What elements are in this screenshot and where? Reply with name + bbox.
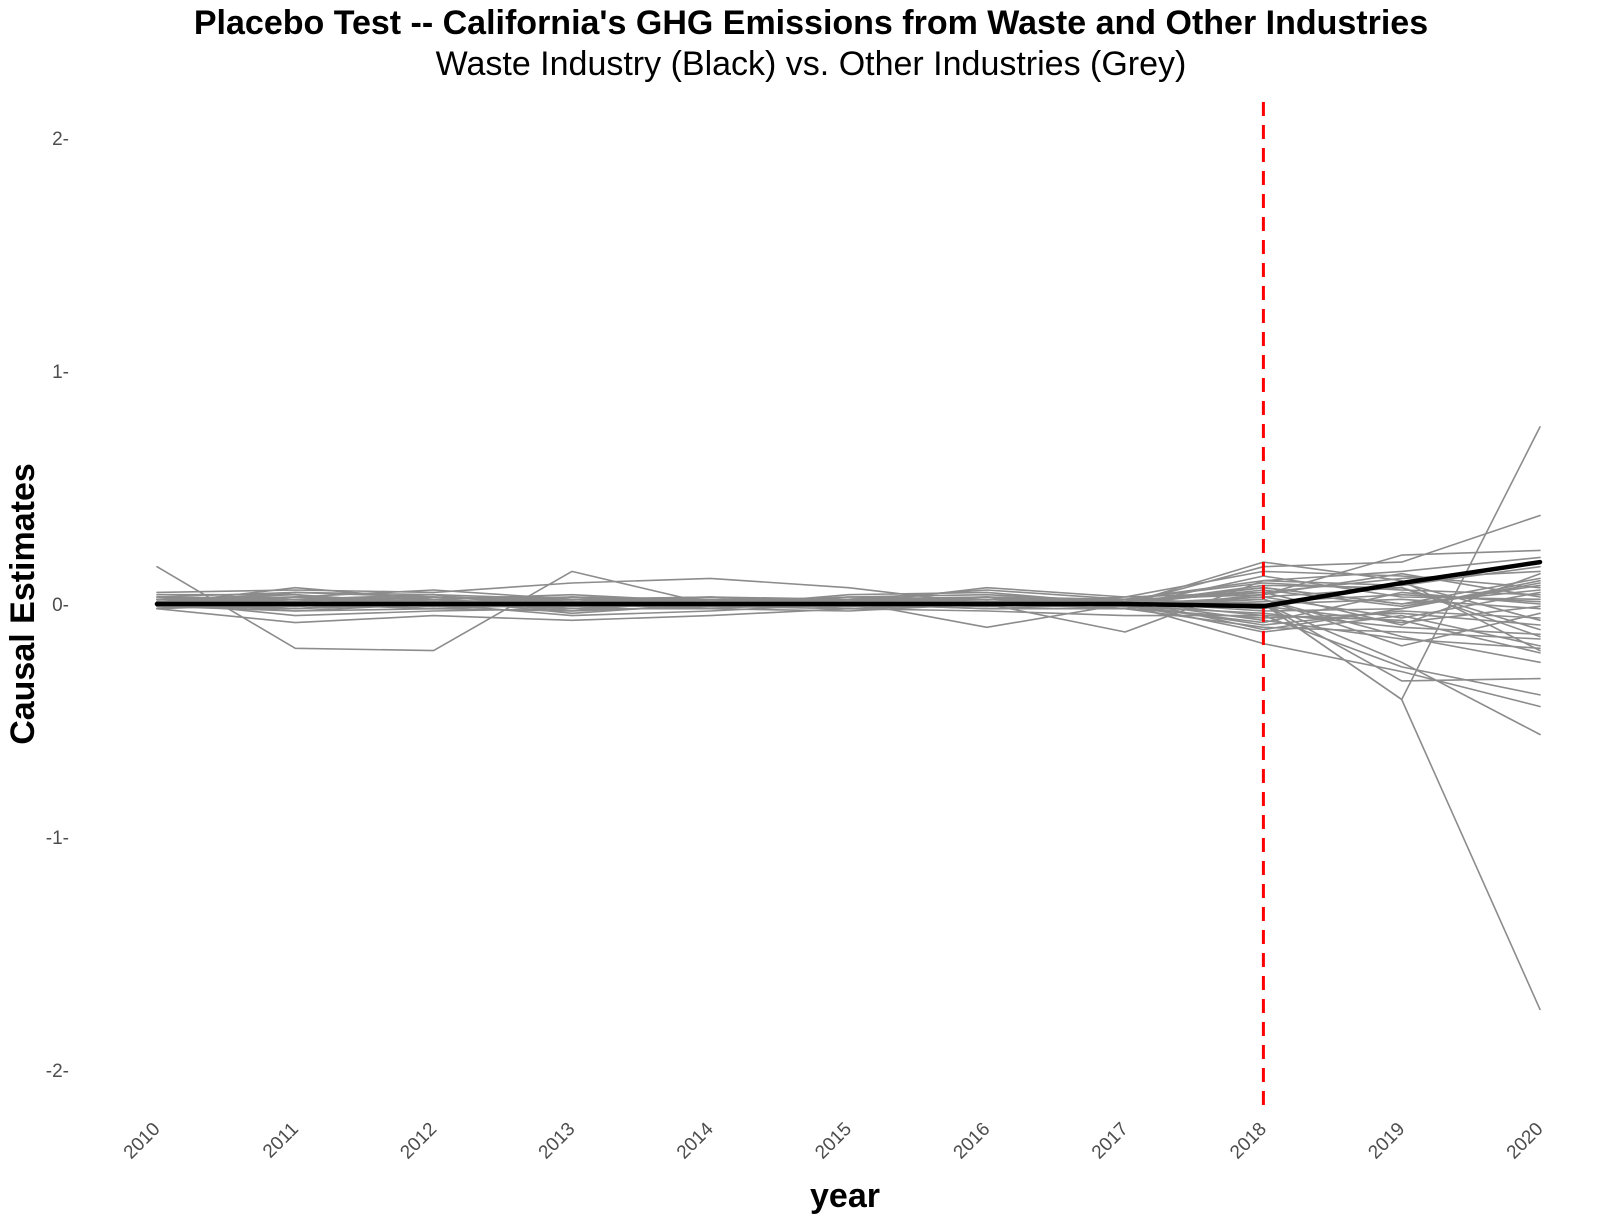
x-axis: 2010 2011 2012 2013 2014 2015 2016 2017 2018 2019…	[120, 1118, 1548, 1163]
placebo-industry-line	[156, 426, 1541, 701]
chart-subtitle: Waste Industry (Black) vs. Other Industr…	[436, 45, 1187, 83]
y-axis-title: Causal Estimates	[4, 463, 42, 745]
y-tick-label: 2-	[52, 129, 69, 150]
x-tick-label: 2010	[120, 1119, 165, 1164]
x-tick-label: 2013	[535, 1119, 580, 1164]
x-tick-label: 2016	[950, 1119, 995, 1164]
y-tick-label: 1-	[52, 362, 69, 383]
chart-title: Placebo Test -- California's GHG Emissio…	[194, 4, 1428, 42]
y-axis: 2- 1- 0- -1- -2-	[46, 129, 69, 1082]
waste-series-group	[154, 559, 1543, 609]
x-tick-label: 2011	[259, 1119, 303, 1163]
waste-industry-line	[154, 559, 1543, 609]
x-tick-label: 2014	[673, 1118, 718, 1163]
y-tick-label: 0-	[52, 595, 69, 616]
y-tick-label: -1-	[46, 828, 69, 849]
x-tick-label: 2012	[396, 1119, 441, 1164]
x-tick-label: 2017	[1088, 1119, 1133, 1164]
placebo-series-group	[156, 426, 1541, 1011]
x-tick-label: 2020	[1503, 1119, 1548, 1164]
x-tick-label: 2015	[811, 1119, 856, 1164]
placebo-industry-line	[156, 514, 1541, 605]
x-tick-label: 2018	[1226, 1119, 1271, 1164]
y-tick-label: -2-	[46, 1061, 69, 1082]
x-axis-title: year	[810, 1177, 880, 1214]
x-tick-label: 2019	[1364, 1119, 1409, 1164]
